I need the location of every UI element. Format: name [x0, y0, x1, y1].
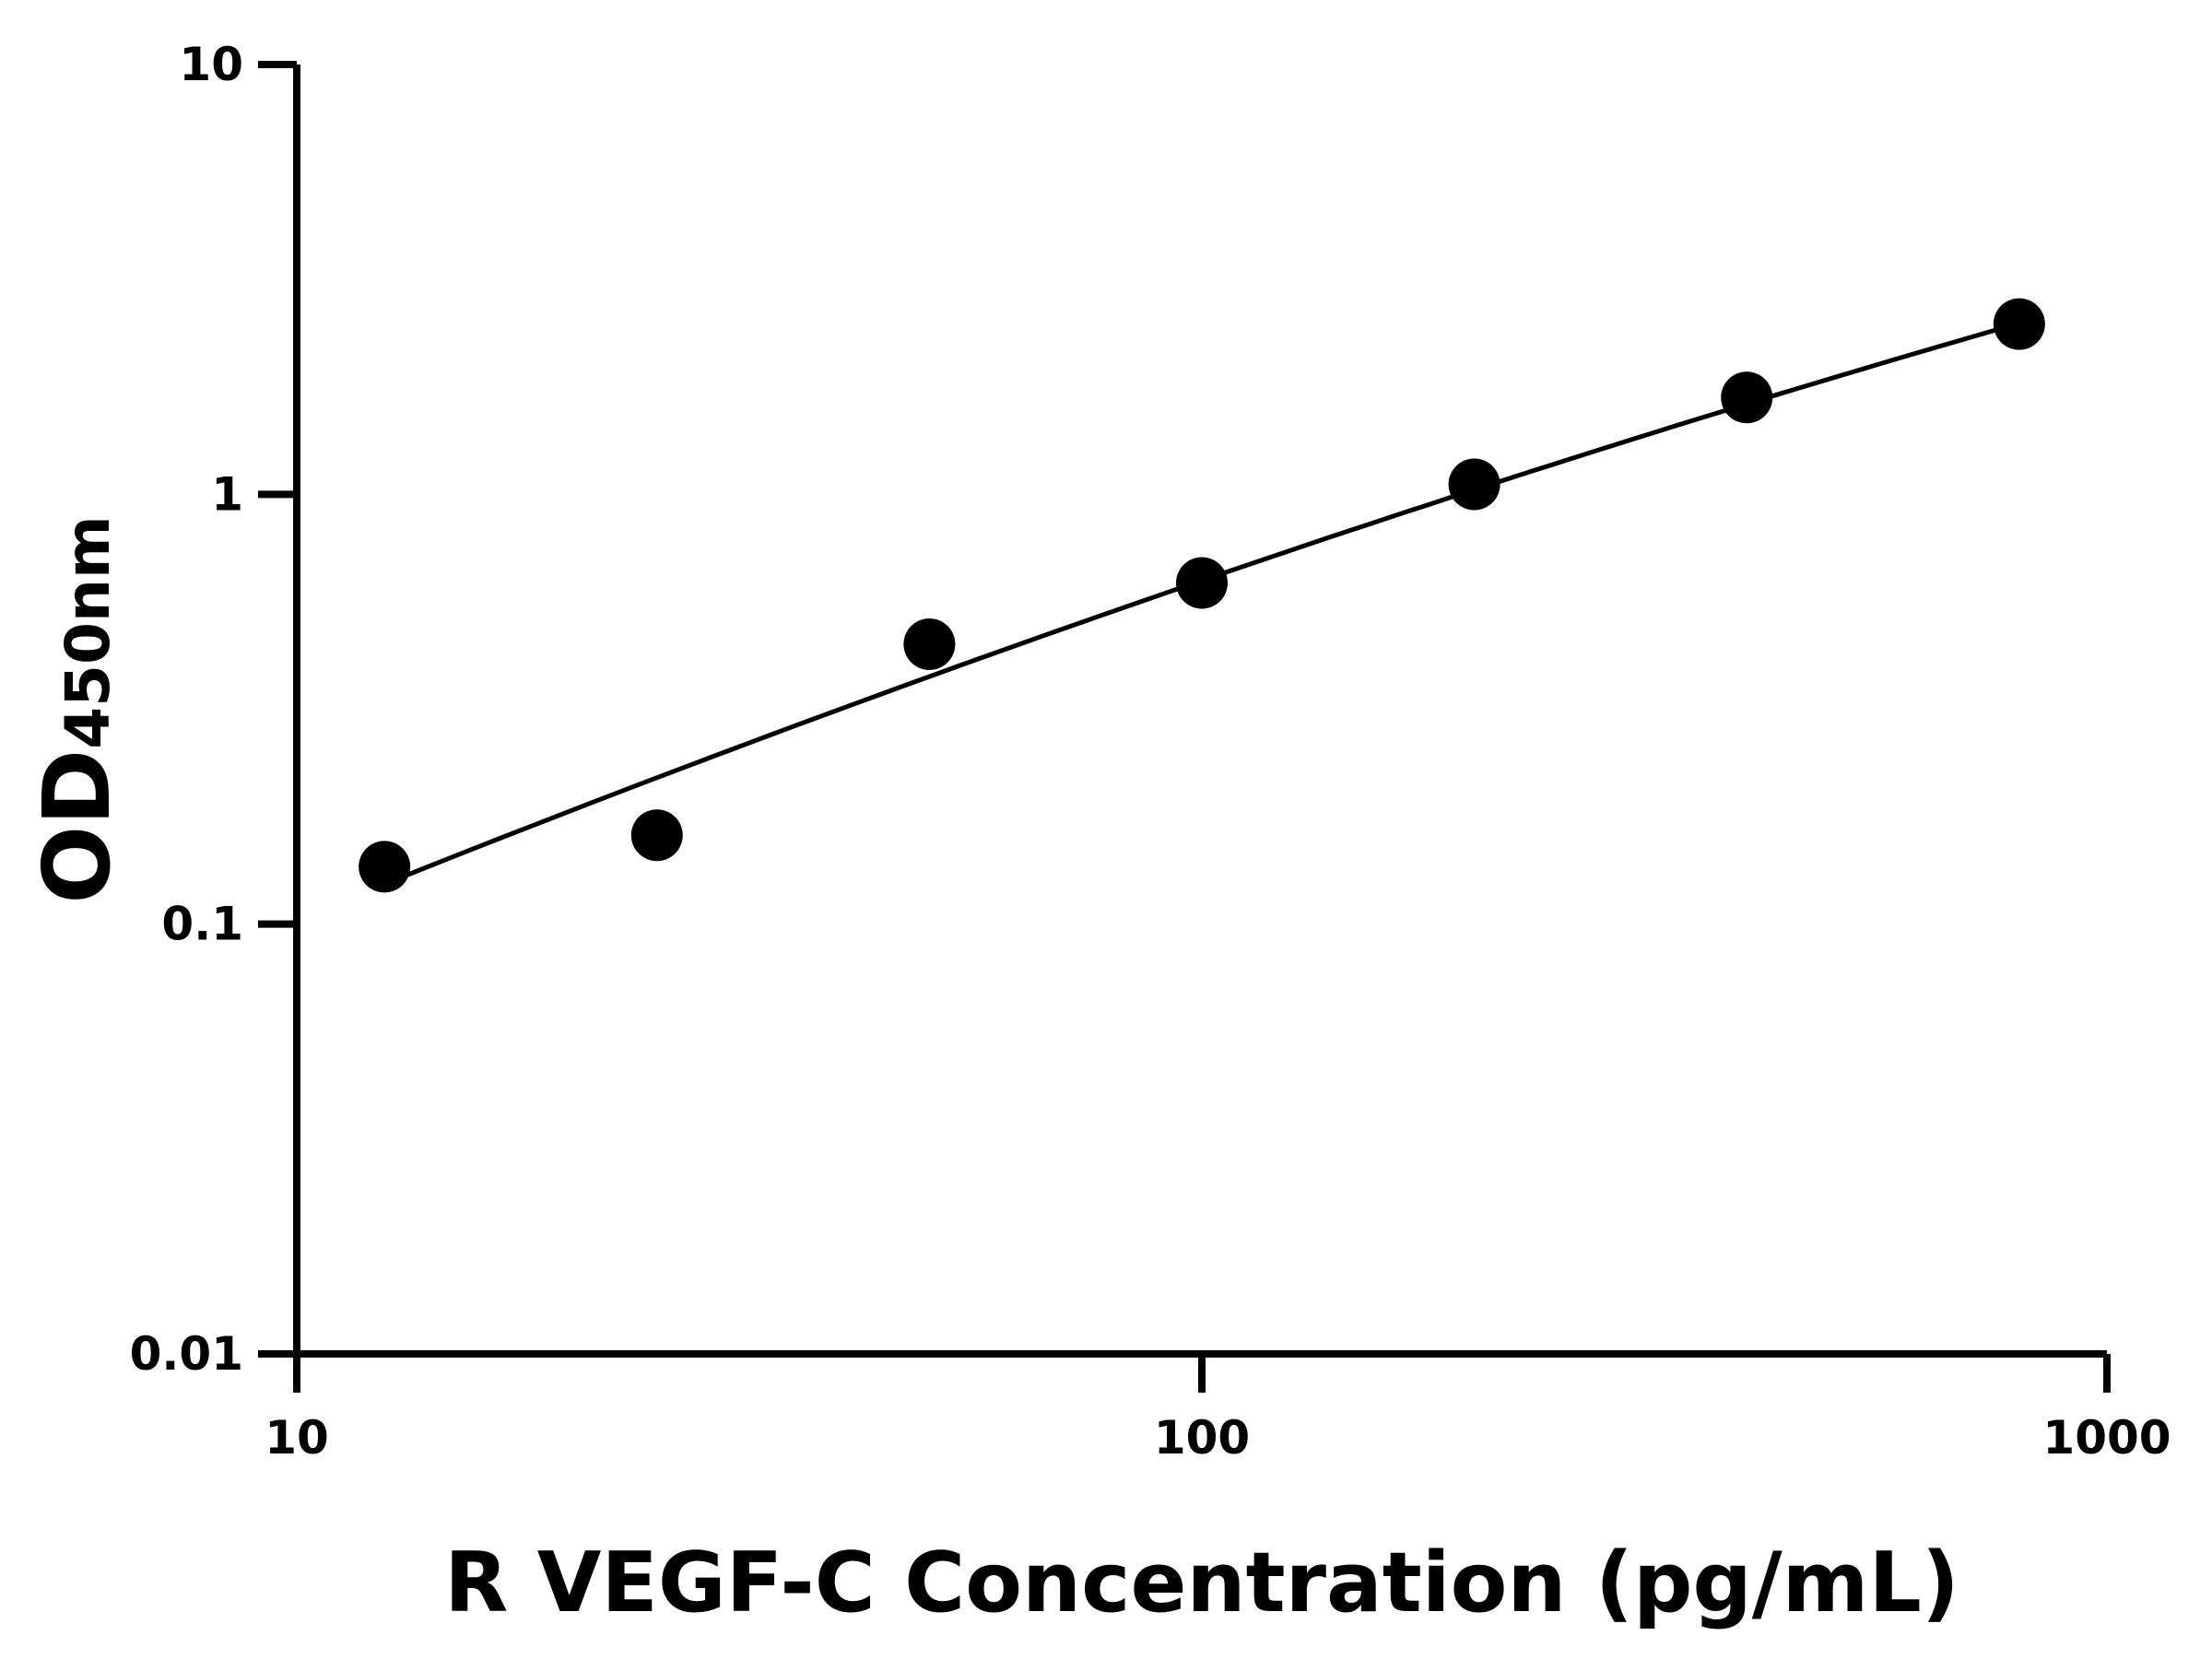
- x-tick-label: 10: [265, 1411, 329, 1465]
- y-axis-label-main: OD: [23, 749, 131, 904]
- data-point: [1993, 298, 2045, 350]
- y-tick-label: 1: [211, 467, 243, 521]
- axes: [293, 65, 2107, 1358]
- y-axis-label: OD450nm: [23, 515, 131, 904]
- ticks: 0.01 0.1 1 10 10 100 1000: [130, 38, 2171, 1465]
- data-point: [1448, 458, 1500, 511]
- x-axis-label: R VEGF-C Concentration (pg/mL): [444, 1535, 1959, 1631]
- y-tick-label: 0.01: [130, 1327, 243, 1381]
- x-tick-label: 1000: [2042, 1411, 2171, 1465]
- y-axis-label-sub: 450nm: [53, 515, 124, 749]
- data-point: [630, 809, 683, 862]
- y-tick-label: 10: [179, 38, 243, 91]
- y-tick-label: 0.1: [161, 898, 243, 951]
- data-point: [359, 841, 411, 893]
- data-point: [1721, 371, 1773, 424]
- x-tick-label: 100: [1154, 1411, 1250, 1465]
- data-point: [903, 618, 956, 670]
- data-point: [1176, 557, 1228, 609]
- data-points: [359, 298, 2045, 893]
